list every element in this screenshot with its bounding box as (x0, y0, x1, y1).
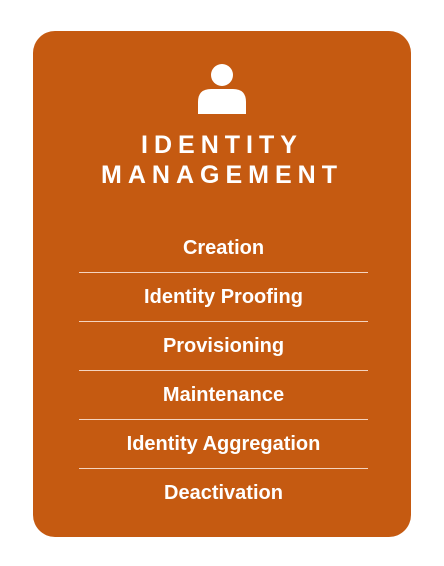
list-item-identity-aggregation: Identity Aggregation (79, 420, 368, 469)
list-item-maintenance: Maintenance (79, 371, 368, 420)
list-item-deactivation: Deactivation (164, 482, 283, 504)
card-title-line2: MANAGEMENT (101, 161, 343, 189)
list-item-creation: Creation (79, 224, 368, 273)
card-title-line1: IDENTITY (141, 131, 303, 159)
user-icon (198, 64, 246, 114)
identity-management-card: IDENTITY MANAGEMENT Creation Identity Pr… (33, 31, 411, 537)
lifecycle-list: Creation Identity Proofing Provisioning … (79, 224, 368, 518)
list-item-provisioning: Provisioning (79, 322, 368, 371)
list-item-identity-proofing: Identity Proofing (79, 273, 368, 322)
